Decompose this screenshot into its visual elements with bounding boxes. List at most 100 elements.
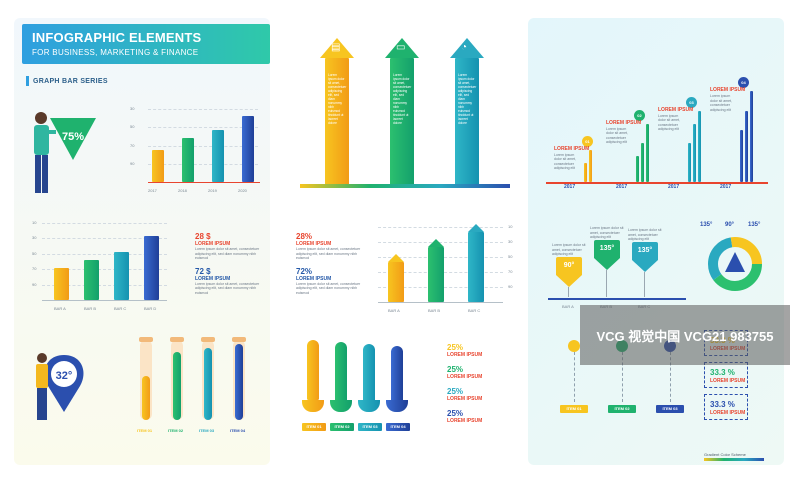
page-subtitle: FOR BUSINESS, MARKETING & FINANCE	[32, 48, 199, 57]
thermometer-fill	[142, 376, 150, 420]
x-axis-line	[148, 182, 260, 183]
x-tick-label: BAR C	[468, 308, 481, 313]
money-value-1: 28 $	[195, 232, 211, 241]
shield-body: Lorem ipsum dolor sit amet, consectetuer…	[590, 226, 624, 239]
gridline	[148, 127, 258, 129]
shield-body: Lorem ipsum dolor sit amet, consectetuer…	[552, 243, 586, 256]
y-tick-label: 50	[130, 124, 135, 130]
section-marker	[26, 76, 29, 86]
timeline-marker: 02	[634, 109, 645, 121]
bar	[114, 252, 129, 300]
timeline-lorem: LOREM IPSUM	[658, 106, 694, 113]
shield-stem	[568, 287, 569, 297]
y-tick-label: 90	[130, 160, 135, 166]
arrow-head	[320, 38, 354, 58]
arrow-icon: ◔	[461, 42, 468, 53]
y-tick-label: 70	[130, 142, 135, 148]
gridline	[148, 163, 258, 165]
person-icon	[34, 112, 57, 193]
y-tick-label: 70	[32, 266, 37, 272]
item-tag: ITEM 01	[560, 405, 588, 413]
donut-label-3: 135°	[748, 222, 761, 228]
arrow-baseline	[300, 184, 510, 188]
arrow-icon: ▭	[396, 42, 406, 53]
thermometer-cap	[232, 337, 246, 342]
shield-stem	[644, 272, 645, 297]
building-roof	[428, 239, 444, 247]
donut-ring-icon	[708, 237, 762, 291]
curve-foot	[302, 400, 324, 412]
bar	[84, 260, 99, 300]
shield-badge: 135°	[594, 240, 620, 258]
timeline-bar	[636, 156, 639, 182]
shield-chart: 90° BAR A Lorem ipsum dolor sit amet, cons…	[548, 222, 688, 322]
timeline-bar	[584, 162, 587, 182]
curve-chart: ITEM 01 ITEM 02 ITEM 03 ITEM 04 25% LOREM IPS…	[292, 335, 492, 435]
donut-chart: 135° 90° 135°	[700, 222, 770, 302]
gradient-strip	[704, 458, 764, 461]
building	[468, 232, 484, 302]
chart-bar-abcd: 90 70 50 30 10 BAR A BAR B BAR C BAR D	[32, 218, 172, 318]
building	[388, 262, 404, 302]
timeline-body: Lorem ipsum dolor sit amet, consectetuer…	[710, 94, 732, 112]
y-tick-label: 70	[508, 268, 513, 274]
thermometer-label: ITEM 04	[230, 428, 246, 433]
x-tick-label: 2020	[238, 188, 247, 193]
y-tick-label: 90	[32, 281, 37, 287]
timeline-bar	[589, 149, 592, 182]
y-tick-label: 10	[508, 223, 513, 229]
building	[428, 247, 444, 302]
curve-foot	[330, 400, 352, 412]
arrow-icon: ▤	[331, 42, 341, 53]
thermometer-chart: ITEM 01 ITEM 02 ITEM 03 ITEM 04	[130, 332, 270, 442]
item-tag: ITEM 04	[386, 423, 410, 431]
thermometer-label: ITEM 01	[137, 428, 153, 433]
person-figure	[30, 110, 57, 200]
x-tick-label: BAR D	[144, 306, 157, 311]
x-axis-line	[42, 300, 167, 301]
lollipop-stem	[621, 352, 623, 402]
curve-lorem: LOREM IPSUM	[447, 352, 483, 358]
building-roof	[388, 254, 404, 262]
arrow-shaft	[325, 58, 349, 186]
footer-text: Gradient Color Scheme	[704, 452, 746, 457]
thermometer-cap	[139, 337, 153, 342]
gridline	[148, 145, 258, 147]
percent-box	[704, 394, 748, 420]
lollipop-stem	[573, 352, 575, 402]
bar	[144, 236, 159, 300]
money-block: 28 $ LOREM IPSUM Lorem ipsum dolor sit a…	[195, 232, 265, 295]
timeline-lorem: LOREM IPSUM	[606, 119, 642, 126]
shield-body: Lorem ipsum dolor sit amet, consectetuer…	[628, 228, 662, 241]
arrow-chart: ▤ Lorem ipsum dolor sit amet, consectetue…	[300, 38, 510, 188]
shield-tip	[594, 258, 620, 270]
arrow-shaft	[455, 58, 479, 186]
y-tick-label: 50	[508, 253, 513, 259]
timeline-marker: 03	[686, 96, 697, 108]
timeline-axis	[546, 182, 768, 184]
arrow-text: Lorem ipsum dolor sit amet, consectetuer…	[458, 73, 477, 125]
thermometer-fill	[235, 344, 243, 420]
shield-badge: 90°	[556, 257, 582, 275]
thermometer-fill	[173, 352, 181, 420]
timeline-year: 2017	[720, 184, 732, 190]
x-tick-label: BAR A	[54, 306, 66, 311]
pin-value: 32°	[56, 370, 73, 382]
curve-lorem: LOREM IPSUM	[447, 374, 483, 380]
y-tick-label: 10	[32, 220, 37, 226]
item-tag: ITEM 02	[330, 423, 354, 431]
curve-percent: 25%	[447, 343, 464, 352]
donut-label-1: 135°	[700, 222, 713, 228]
money-body-1: Lorem ipsum dolor sit amet, consectetuer…	[195, 247, 260, 260]
money-body-2: Lorem ipsum dolor sit amet, consectetuer…	[195, 281, 260, 295]
x-axis-line	[378, 302, 503, 303]
curve-column	[307, 340, 319, 400]
building-chart: 90 70 50 30 10 BAR A BAR B BAR C	[378, 222, 518, 317]
lollipop-dot	[568, 340, 580, 352]
watermark: VCG 视觉中国 VCG21 983755	[580, 305, 790, 365]
y-tick-label: 30	[130, 106, 135, 112]
shield-badge: 135°	[632, 242, 658, 260]
timeline-lorem: LOREM IPSUM	[554, 145, 590, 152]
bar	[242, 116, 254, 182]
timeline-bar	[750, 91, 753, 182]
